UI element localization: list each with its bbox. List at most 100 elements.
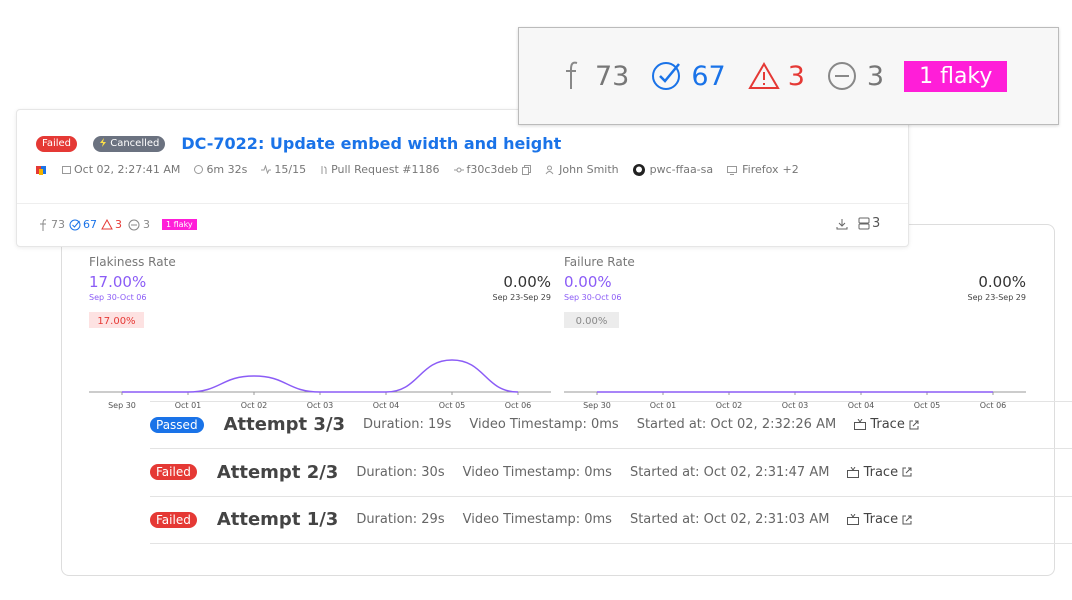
charts: Flakiness Rate 17.00% Sep 30-Oct 06 0.00% Se… [89, 255, 1027, 410]
tests: 15/15 [274, 163, 307, 176]
pull-request[interactable]: Pull Request #1186 [331, 163, 440, 176]
tests-count: 73 [51, 218, 65, 231]
status-badge: Failed [36, 135, 78, 152]
attempt-video: Video Timestamp: 0ms [469, 417, 619, 432]
failed-icon [101, 219, 113, 230]
badge-bg [564, 312, 619, 328]
x-tick-label: Oct 01 [650, 401, 677, 410]
tv-icon [847, 466, 860, 478]
commit-icon [453, 167, 464, 172]
trace-link[interactable]: Trace [847, 512, 912, 527]
failed-icon [747, 62, 780, 89]
current-range: Sep 30-Oct 06 [564, 293, 621, 302]
run-card: Failed Cancelled DC-7022: Update embed w… [16, 109, 909, 247]
previous-range: Sep 23-Sep 29 [493, 293, 552, 302]
trace-link[interactable]: Trace [854, 417, 919, 432]
state-badge: Cancelled [93, 135, 166, 152]
github-icon [632, 163, 645, 176]
stats-zoom: 73 67 3 3 1 flaky [518, 27, 1059, 125]
current-range: Sep 30-Oct 06 [89, 293, 146, 302]
previous-value: 0.00% [978, 273, 1026, 291]
attempt-started: Started at: Oct 02, 2:31:47 AM [629, 464, 830, 480]
attempt-row[interactable]: Failed Attempt 1/3 Duration: 29s Video Time… [150, 496, 1072, 545]
trace-text: Trace [863, 512, 899, 528]
failed-count: 3 [115, 218, 122, 231]
chart-title: Flakiness Rate [89, 255, 176, 269]
trace-text: Trace [870, 417, 905, 432]
skipped-count: 3 [866, 60, 885, 92]
x-tick-label: Oct 06 [980, 401, 1007, 410]
x-tick-label: Oct 02 [241, 401, 268, 410]
external-icon [909, 420, 919, 429]
attempt-started: Started at: Oct 02, 2:31:03 AM [629, 512, 830, 528]
branch[interactable]: pwc-ffaa-sa [649, 163, 714, 176]
trace-link[interactable]: Trace [847, 465, 912, 480]
skipped-icon [827, 62, 856, 90]
attempts-count: 3 [872, 216, 881, 231]
passed-icon [69, 219, 81, 230]
copy-icon[interactable] [522, 164, 532, 175]
author: John Smith [559, 163, 619, 176]
download-icon[interactable] [836, 218, 848, 230]
tv-icon [854, 419, 867, 430]
flaky-badge: 1 flaky [162, 219, 197, 230]
flakiness-line [121, 359, 519, 393]
attempt-title: Attempt 2/3 [216, 461, 339, 483]
attempt-duration: Duration: 29s [356, 512, 445, 528]
x-tick-label: Oct 03 [307, 401, 334, 410]
run-actions: 3 [836, 216, 880, 231]
x-tick-label: Oct 06 [505, 401, 532, 410]
date: Oct 02, 2:27:41 AM [74, 163, 181, 176]
x-tick-label: Oct 05 [439, 401, 466, 410]
chart-title: Failure Rate [564, 255, 635, 269]
current-value: 0.00% [564, 273, 612, 291]
divider [17, 203, 908, 204]
x-tick-label: Oct 03 [782, 401, 809, 410]
tv-icon [847, 514, 860, 526]
flaky-badge: 1 flaky [904, 60, 1008, 92]
tests-icon [40, 218, 47, 231]
clock-icon [194, 165, 204, 174]
attempt-status: Failed [150, 464, 197, 481]
x-tick-label: Oct 04 [848, 401, 875, 410]
divider [150, 401, 1072, 402]
more-browsers[interactable]: +2 [782, 163, 799, 176]
run-header: Failed Cancelled DC-7022: Update embed w… [36, 134, 561, 153]
passed-count: 67 [691, 60, 726, 92]
user-icon [545, 165, 554, 174]
browser-icon [727, 165, 738, 175]
commit[interactable]: f30c3deb [466, 163, 519, 176]
pulse-icon [261, 165, 272, 174]
logo-icon [36, 165, 46, 175]
x-tick-label: Oct 05 [914, 401, 941, 410]
attempt-duration: Duration: 30s [356, 464, 445, 480]
previous-range: Sep 23-Sep 29 [968, 293, 1027, 302]
attempt-row[interactable]: Failed Attempt 2/3 Duration: 30s Video Time… [150, 449, 1072, 497]
trace-text: Trace [863, 464, 899, 480]
tests-count: 73 [595, 60, 630, 92]
badge: 17.00% [97, 316, 135, 327]
zoom-stats: 73 67 3 3 1 flaky [563, 60, 1008, 92]
bolt-icon [100, 138, 107, 147]
external-icon [902, 467, 912, 477]
attempt-row[interactable]: Passed Attempt 3/3 Duration: 19s Video Time… [150, 401, 1072, 449]
attempt-video: Video Timestamp: 0ms [462, 464, 612, 480]
skipped-icon [128, 219, 140, 230]
run-meta: Oct 02, 2:27:41 AM 6m 32s 15/15 Pull Req… [36, 163, 803, 176]
attempt-status: Passed [150, 416, 204, 433]
run-title[interactable]: DC-7022: Update embed width and height [181, 134, 562, 153]
attempts-icon [858, 217, 870, 230]
badge: 0.00% [576, 316, 608, 327]
x-tick-label: Sep 30 [583, 401, 611, 410]
passed-icon [652, 62, 681, 90]
x-tick-label: Sep 30 [108, 401, 136, 410]
attempt-status: Failed [150, 511, 197, 528]
attempt-title: Attempt 3/3 [223, 414, 346, 435]
state-text: Cancelled [110, 137, 160, 149]
duration: 6m 32s [206, 163, 248, 176]
attempt-started: Started at: Oct 02, 2:32:26 AM [636, 417, 837, 432]
x-tick-label: Oct 01 [175, 401, 202, 410]
failed-count: 3 [787, 60, 805, 92]
external-icon [902, 515, 912, 525]
